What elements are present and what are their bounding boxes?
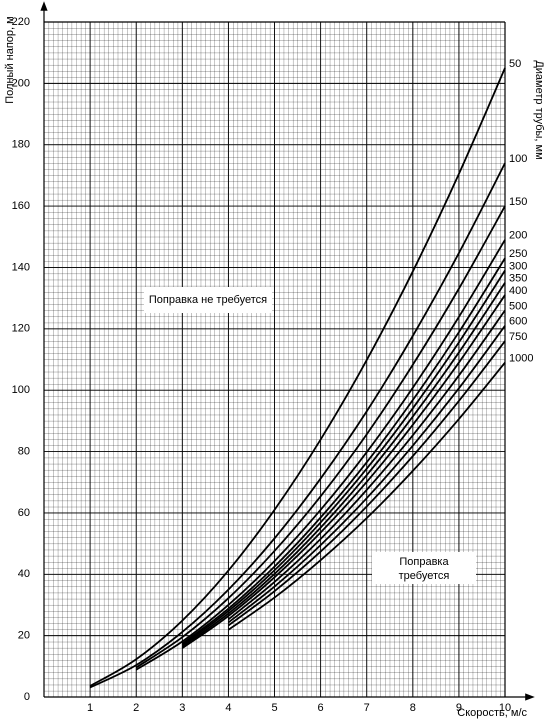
y-tick-label: 100 <box>12 384 30 396</box>
legend-label: 150 <box>509 196 527 208</box>
x-tick-label: 5 <box>271 702 277 714</box>
x-tick-label: 4 <box>225 702 231 714</box>
legend-label: 750 <box>509 331 527 343</box>
x-tick-label: 6 <box>318 702 324 714</box>
x-axis-title: Скорость, м/с <box>457 707 527 719</box>
curve <box>181 282 506 648</box>
legend-label: 200 <box>509 230 527 242</box>
curve <box>227 309 506 621</box>
legend-label: 1000 <box>509 352 533 364</box>
annotation: Поправка не требуется <box>149 294 267 306</box>
curve <box>135 239 506 671</box>
annotation: Поправка <box>399 556 449 568</box>
curves <box>89 67 506 689</box>
legend-title: Диаметр трубы, мм <box>533 60 545 159</box>
y-tick-label: 80 <box>18 445 30 457</box>
curve <box>227 361 506 631</box>
x-tick-label: 9 <box>456 702 462 714</box>
x-tick-label: 2 <box>133 702 139 714</box>
annotation-box <box>372 552 476 584</box>
y-tick-label: 200 <box>12 77 30 89</box>
curve <box>227 325 506 624</box>
curve <box>89 67 506 687</box>
legend-label: 600 <box>509 316 527 328</box>
x-tick-label: 1 <box>87 702 93 714</box>
legend-label: 350 <box>509 273 527 285</box>
y-tick-label: 20 <box>18 630 30 642</box>
y-tick-label: 160 <box>12 200 30 212</box>
y-tick-label: 40 <box>18 568 30 580</box>
curve <box>227 340 506 627</box>
curve <box>181 294 506 649</box>
y-tick-label: 120 <box>12 323 30 335</box>
y-tick-label: 220 <box>12 16 30 28</box>
curve <box>181 257 506 645</box>
legend-label: 400 <box>509 285 527 297</box>
legend-label: 100 <box>509 153 527 165</box>
x-tick-label: 8 <box>410 702 416 714</box>
legend-label: 50 <box>509 58 521 70</box>
y-tick-label: 0 <box>24 691 30 703</box>
curve <box>89 162 506 689</box>
x-tick-label: 7 <box>364 702 370 714</box>
legend-label: 250 <box>509 248 527 260</box>
curve <box>135 205 506 669</box>
y-axis-title: Полный напор, м <box>4 16 16 103</box>
legend-label: 300 <box>509 260 527 272</box>
curve <box>181 270 506 646</box>
legend-label: 500 <box>509 300 527 312</box>
y-tick-label: 180 <box>12 139 30 151</box>
x-tick-label: 10 <box>499 702 511 714</box>
y-tick-label: 60 <box>18 507 30 519</box>
y-tick-label: 140 <box>12 261 30 273</box>
x-tick-label: 3 <box>179 702 185 714</box>
annotation: требуется <box>399 570 450 582</box>
annotation-box <box>144 287 272 313</box>
